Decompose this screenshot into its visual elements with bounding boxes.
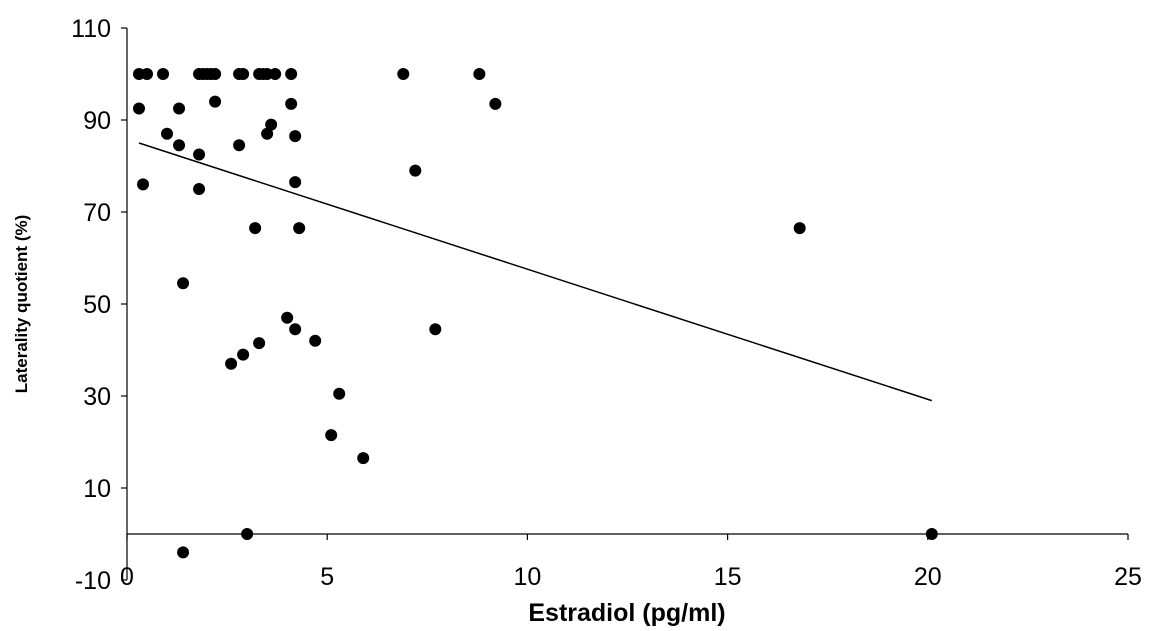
x-tick-label: 20 (914, 563, 942, 591)
data-point (193, 183, 206, 195)
axes (121, 27, 1129, 581)
y-tick-label: 50 (83, 291, 111, 319)
data-point (177, 546, 190, 559)
data-point (237, 68, 250, 80)
data-point (209, 95, 222, 108)
data-point (173, 139, 186, 152)
data-point (285, 68, 298, 80)
data-point (265, 118, 278, 131)
data-points (133, 68, 938, 559)
data-point (281, 311, 294, 324)
data-point (193, 148, 206, 161)
data-point (249, 222, 262, 235)
data-point (237, 348, 250, 361)
data-point (209, 68, 222, 80)
data-point (133, 102, 146, 115)
y-axis-title: Laterality quotient (%) (12, 215, 31, 394)
data-point (253, 337, 266, 350)
y-tick-label: 70 (83, 199, 111, 227)
x-tick-label: 0 (120, 563, 134, 591)
data-point (161, 127, 174, 140)
data-point (473, 68, 486, 80)
y-tick-label: 10 (83, 475, 111, 503)
x-tick-label: 25 (1114, 563, 1142, 591)
data-point (793, 222, 806, 235)
y-tick-label: -10 (75, 567, 111, 595)
x-axis-title: Estradiol (pg/ml) (528, 599, 725, 627)
data-point (233, 139, 246, 152)
data-point (141, 68, 154, 80)
x-tick-label: 5 (320, 563, 334, 591)
data-point (397, 68, 410, 80)
data-point (289, 323, 302, 336)
data-point (269, 68, 282, 80)
data-point (177, 277, 190, 290)
data-point (357, 452, 370, 465)
data-point (241, 528, 254, 540)
x-tick-label: 10 (513, 563, 541, 591)
x-tick-label: 15 (714, 563, 742, 591)
data-point (409, 164, 422, 177)
data-point (173, 102, 186, 115)
trend-line (138, 142, 933, 402)
data-point (289, 130, 302, 143)
data-point (325, 429, 338, 442)
data-point (157, 68, 170, 80)
tick-labels: -10 10 30 50 70 90 110 0 5 10 15 20 25 (71, 15, 1142, 595)
data-point (293, 222, 306, 235)
data-point (289, 176, 302, 189)
data-point (333, 387, 346, 400)
data-point (137, 178, 150, 191)
y-tick-label: 90 (83, 107, 111, 135)
data-point (309, 334, 322, 347)
data-point (261, 127, 274, 140)
y-tick-label: 110 (71, 15, 111, 43)
data-point (225, 357, 238, 370)
data-point (489, 97, 502, 110)
data-point (429, 323, 442, 336)
data-point (925, 528, 938, 540)
data-point (285, 97, 298, 110)
y-tick-label: 30 (83, 383, 111, 411)
